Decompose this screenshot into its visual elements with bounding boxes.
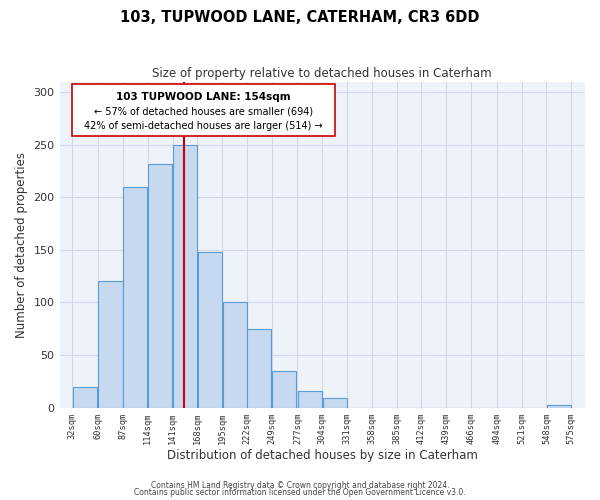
Bar bbox=[272, 371, 296, 408]
Bar bbox=[198, 252, 222, 408]
Text: 103 TUPWOOD LANE: 154sqm: 103 TUPWOOD LANE: 154sqm bbox=[116, 92, 291, 102]
Text: 42% of semi-detached houses are larger (514) →: 42% of semi-detached houses are larger (… bbox=[85, 120, 323, 130]
Bar bbox=[547, 406, 571, 407]
Bar bbox=[298, 391, 322, 407]
Text: Contains HM Land Registry data © Crown copyright and database right 2024.: Contains HM Land Registry data © Crown c… bbox=[151, 480, 449, 490]
Text: ← 57% of detached houses are smaller (694): ← 57% of detached houses are smaller (69… bbox=[94, 107, 313, 117]
Bar bbox=[247, 328, 271, 407]
Text: Contains public sector information licensed under the Open Government Licence v3: Contains public sector information licen… bbox=[134, 488, 466, 497]
Text: 103, TUPWOOD LANE, CATERHAM, CR3 6DD: 103, TUPWOOD LANE, CATERHAM, CR3 6DD bbox=[120, 10, 480, 25]
Bar bbox=[148, 164, 172, 408]
Bar bbox=[73, 386, 97, 407]
Bar bbox=[98, 282, 122, 408]
Bar bbox=[173, 144, 197, 408]
Bar bbox=[223, 302, 247, 408]
FancyBboxPatch shape bbox=[73, 84, 335, 136]
Bar bbox=[123, 187, 148, 408]
Title: Size of property relative to detached houses in Caterham: Size of property relative to detached ho… bbox=[152, 68, 492, 80]
X-axis label: Distribution of detached houses by size in Caterham: Distribution of detached houses by size … bbox=[167, 450, 478, 462]
Bar bbox=[323, 398, 347, 407]
Y-axis label: Number of detached properties: Number of detached properties bbox=[15, 152, 28, 338]
